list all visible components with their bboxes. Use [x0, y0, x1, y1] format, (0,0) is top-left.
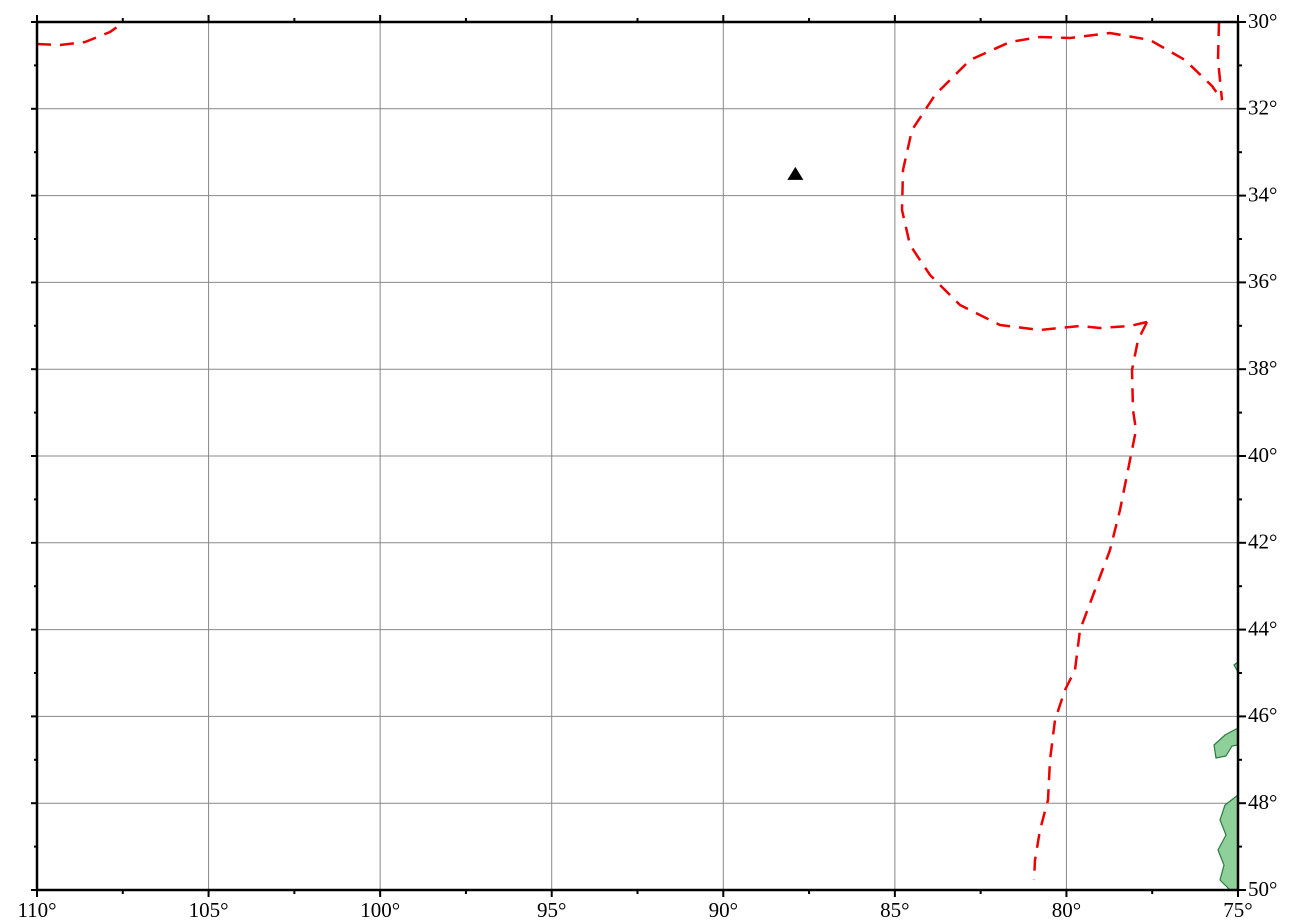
x-tick-label: 105°	[189, 898, 229, 922]
x-tick-label: 95°	[537, 898, 566, 922]
y-tick-label: 48°	[1248, 790, 1277, 814]
y-tick-label: 32°	[1248, 96, 1277, 120]
land	[1213, 660, 1239, 891]
border-line	[36, 20, 125, 47]
map-frame	[35, 20, 1240, 892]
station-marker	[787, 166, 804, 180]
border-line	[900, 31, 1224, 332]
y-tick-label: 30°	[1248, 9, 1277, 33]
y-tick-label: 36°	[1248, 269, 1277, 293]
x-tick-label: 110°	[17, 898, 56, 922]
y-tick-label: 44°	[1248, 616, 1277, 640]
y-tick-label: 40°	[1248, 443, 1277, 467]
y-tick-label: 46°	[1248, 703, 1277, 727]
y-tick-label: 38°	[1248, 356, 1277, 380]
y-tick-label: 34°	[1248, 182, 1277, 206]
x-tick-label: 80°	[1052, 898, 1081, 922]
x-tick-label: 100°	[360, 898, 400, 922]
x-tick-label: 85°	[880, 898, 909, 922]
grid	[36, 21, 1239, 891]
overlay: 110° 105° 100° 95° 90° 85° 80° 75° 30° 32° 34° 36° 3…	[17, 9, 1277, 922]
x-tick-label: 90°	[709, 898, 738, 922]
border-line	[1216, 21, 1224, 101]
y-tick-label: 42°	[1248, 530, 1277, 554]
y-tick-label: 50°	[1248, 877, 1277, 901]
border-line	[1032, 321, 1149, 881]
x-tick-label: 75°	[1223, 898, 1252, 922]
